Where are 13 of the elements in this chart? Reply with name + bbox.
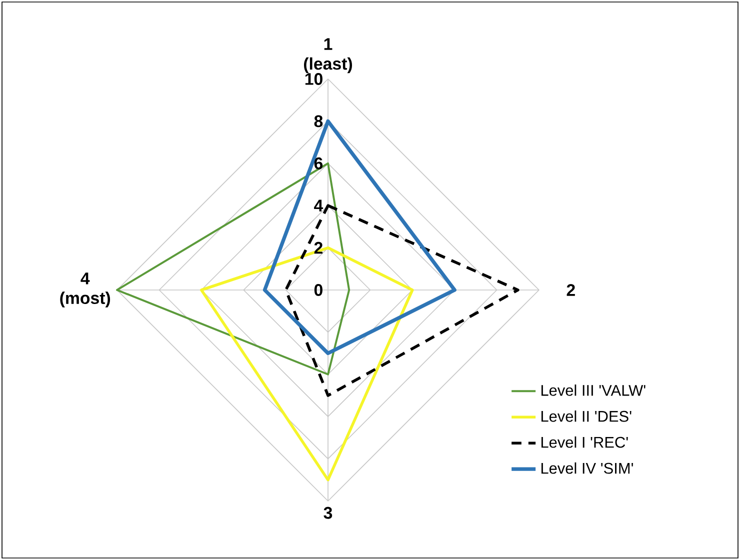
legend-label: Level IV 'SIM' [541, 462, 633, 474]
spoke-label: 4 (most) [60, 272, 110, 308]
y-tick-label: 0 [314, 284, 322, 296]
legend-label: Level II 'DES' [541, 410, 632, 422]
y-tick-label: 6 [314, 157, 323, 170]
spoke-label: 3 [324, 506, 332, 519]
spoke-label: 1 (least) [304, 38, 352, 74]
legend-label: Level III 'VALW' [541, 384, 646, 396]
spoke-label: 2 [566, 284, 575, 296]
y-tick-label: 8 [314, 115, 323, 128]
legend-label: Level I 'REC' [541, 436, 628, 448]
y-tick-label: 10 [305, 73, 322, 85]
y-tick-label: 4 [314, 200, 324, 212]
